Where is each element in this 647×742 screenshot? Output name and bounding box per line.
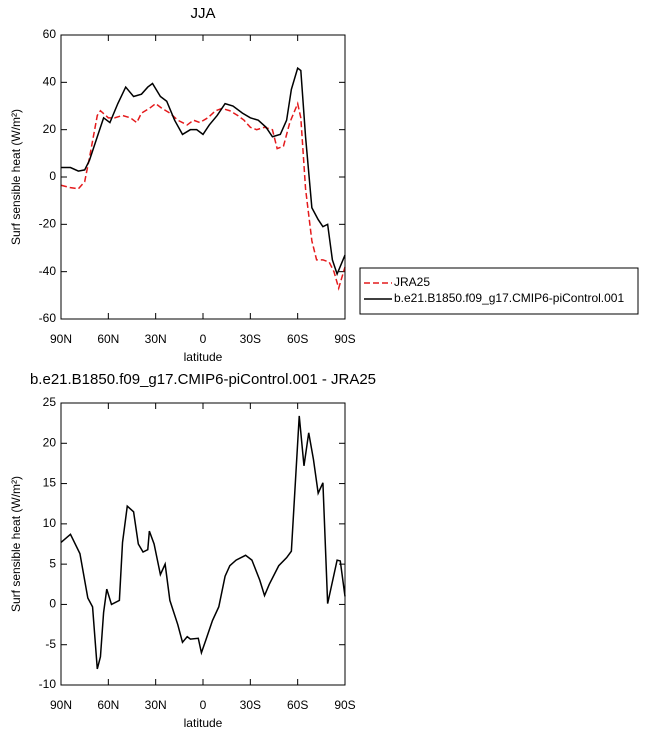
data-line [60, 101, 346, 291]
x-tick-label: 30S [240, 698, 261, 712]
x-tick-label: 60N [97, 698, 119, 712]
x-tick-label: 90S [334, 332, 355, 346]
data-line [61, 66, 346, 277]
chart-title: b.e21.B1850.f09_g17.CMIP6-piControl.001 … [30, 371, 376, 388]
x-tick-label: 0 [200, 698, 207, 712]
y-tick-label: -40 [39, 264, 57, 278]
legend-box [359, 267, 639, 315]
y-tick-label: 20 [43, 122, 57, 136]
data-line [60, 415, 346, 670]
y-tick-label: 25 [43, 395, 57, 409]
y-tick-label: -60 [39, 311, 57, 325]
x-tick-label: 30N [145, 698, 167, 712]
y-tick-label: 0 [49, 169, 56, 183]
x-tick-label: 30S [240, 332, 261, 346]
y-tick-label: -20 [39, 217, 57, 231]
y-tick-label: 40 [43, 75, 57, 89]
y-tick-label: 5 [49, 556, 56, 570]
plot-frame [60, 34, 346, 320]
y-tick-label: 60 [43, 27, 57, 41]
x-axis-label: latitude [184, 350, 223, 364]
x-tick-label: 60S [287, 698, 308, 712]
y-tick-label: 0 [49, 597, 56, 611]
x-tick-label: 30N [145, 332, 167, 346]
chart-title: JJA [190, 5, 215, 22]
y-tick-label: 20 [43, 435, 57, 449]
x-tick-label: 60N [97, 332, 119, 346]
x-tick-label: 90S [334, 698, 355, 712]
y-tick-label: -5 [45, 637, 56, 651]
y-tick-label: 10 [43, 516, 57, 530]
y-axis-label: Surf sensible heat (W/m²) [9, 109, 23, 245]
legend-label: b.e21.B1850.f09_g17.CMIP6-piControl.001 [394, 291, 624, 305]
y-tick-label: 15 [43, 476, 57, 490]
x-tick-label: 90N [50, 332, 72, 346]
plot-frame [60, 402, 346, 686]
x-axis-label: latitude [184, 716, 223, 730]
x-tick-label: 60S [287, 332, 308, 346]
y-tick-label: -10 [39, 677, 57, 691]
x-tick-label: 0 [200, 332, 207, 346]
y-axis-label: Surf sensible heat (W/m²) [9, 476, 23, 612]
x-tick-label: 90N [50, 698, 72, 712]
legend-label: JRA25 [394, 275, 430, 289]
